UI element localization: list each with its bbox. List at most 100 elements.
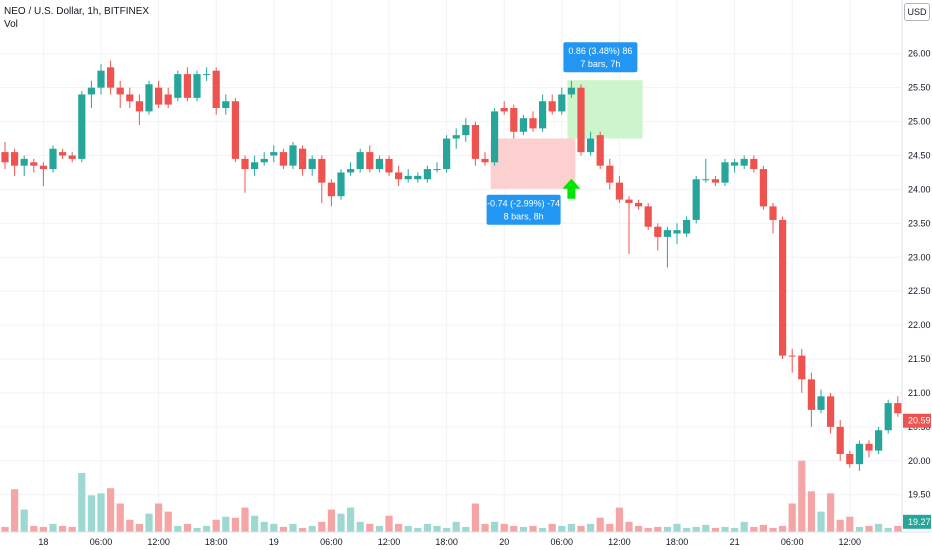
candle-body — [606, 165, 614, 183]
volume-bar — [702, 524, 710, 532]
volume-bar — [481, 523, 489, 532]
volume-bar — [135, 523, 143, 532]
volume-bar — [183, 523, 191, 532]
currency-button[interactable]: USD — [904, 3, 930, 21]
price-tick-label: 22.50 — [908, 286, 931, 296]
price-axis[interactable]: 26.00 25.50 25.00 24.50 24.00 23.50 23.00 22.50… — [901, 0, 932, 550]
candle-body — [846, 453, 854, 465]
volume-bar — [231, 517, 239, 532]
candle-body — [884, 403, 892, 431]
candle-body — [711, 179, 719, 183]
candle-body — [471, 124, 479, 159]
volume-bar — [615, 507, 623, 532]
volume-bar — [875, 523, 883, 532]
candle-body — [548, 101, 556, 112]
candle-body — [673, 230, 681, 234]
measure-bars: 8 bars, 8h — [504, 212, 544, 222]
volume-bar — [884, 527, 892, 532]
candle-body — [327, 182, 335, 197]
candle-body — [49, 148, 57, 170]
volume-bar — [654, 526, 662, 532]
candle-body — [875, 430, 883, 451]
candle-body — [87, 87, 95, 95]
candle-body — [721, 162, 729, 183]
volume-bar — [270, 523, 278, 532]
candle-body — [798, 355, 806, 380]
volume-bar — [423, 523, 431, 532]
volume-bar — [145, 513, 153, 532]
candle-body — [116, 87, 124, 95]
volume-bar — [251, 515, 259, 532]
candle-body — [164, 94, 172, 105]
candle-body — [68, 155, 76, 159]
candle-body — [452, 135, 460, 139]
volume-bar — [87, 495, 95, 532]
volume-bar — [519, 526, 527, 532]
measure-bars: 7 bars, 7h — [580, 59, 620, 69]
candle-body — [654, 226, 662, 237]
volume-bar — [68, 526, 76, 532]
volume-bar — [212, 519, 220, 532]
candle-body — [97, 70, 105, 88]
volume-bar — [78, 472, 86, 532]
volume-bar — [318, 521, 326, 532]
chart-title: NEO / U.S. Dollar, 1h, BITFINEX — [4, 6, 150, 17]
volume-bar — [308, 525, 316, 532]
time-tick-label: 18 — [38, 537, 48, 547]
candle-body — [270, 152, 278, 156]
candle-body — [759, 169, 767, 207]
time-tick-label: 20 — [499, 537, 509, 547]
candle-body — [692, 179, 700, 220]
volume-bar — [327, 509, 335, 532]
candle-body — [135, 101, 143, 112]
volume-bar — [366, 523, 374, 532]
volume-bar — [855, 526, 863, 532]
volume-bar — [788, 503, 796, 532]
time-axis[interactable]: 18 06:00 12:00 18:00 19 06:00 12:00 18:00 20 06:0… — [0, 531, 932, 547]
price-tick-label: 26.00 — [908, 49, 931, 59]
candle-body — [241, 158, 249, 170]
candle-body — [836, 426, 844, 454]
volume-bars — [1, 460, 911, 532]
measure-labels: 0.86 (3.48%) 86 7 bars, 7h -0.74 (-2.99%) … — [486, 42, 638, 225]
candle-body — [423, 169, 431, 180]
candle-body — [702, 179, 710, 181]
time-tick-label: 12:00 — [147, 537, 170, 547]
candle-body — [375, 158, 383, 170]
volume-bar — [414, 527, 422, 532]
volume-bar — [241, 507, 249, 532]
volume-bar — [471, 503, 479, 532]
candle-body — [539, 101, 547, 129]
candle-body — [644, 206, 652, 227]
candle-body — [78, 94, 86, 159]
price-tick-label: 24.00 — [908, 184, 931, 194]
volume-bar — [596, 517, 604, 532]
candle-body — [577, 87, 585, 153]
candle-body — [414, 175, 422, 180]
volume-bar — [433, 525, 441, 532]
candle-body — [59, 152, 67, 156]
volume-bar — [721, 526, 729, 532]
volume-bar — [126, 519, 134, 532]
volume-bar — [798, 460, 806, 532]
price-tick-label: 24.50 — [908, 151, 931, 161]
candle-body — [491, 111, 499, 163]
volume-bar — [49, 523, 57, 532]
candle-body — [615, 182, 623, 200]
volume-bar — [683, 527, 691, 532]
time-tick-label: 06:00 — [320, 537, 343, 547]
candle-body — [395, 172, 403, 180]
candle-body — [289, 145, 297, 166]
candle-body — [1, 152, 9, 163]
time-tick-label: 06:00 — [90, 537, 113, 547]
last-price-label: 20.59 — [908, 416, 931, 426]
volume-bar — [462, 526, 470, 532]
volume-bar — [337, 513, 345, 532]
volume-bar — [375, 525, 383, 532]
volume-bar — [577, 525, 585, 532]
price-tick-label: 21.50 — [908, 354, 931, 364]
volume-bar — [299, 527, 307, 532]
volume-bar — [865, 525, 873, 532]
volume-bar — [404, 525, 412, 532]
